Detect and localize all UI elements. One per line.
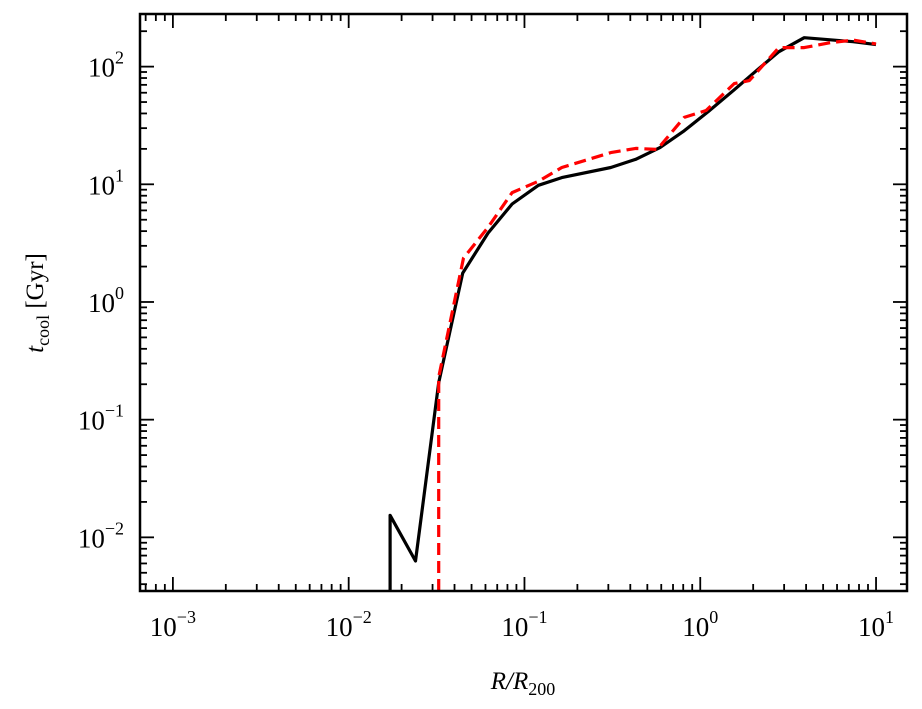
plot-area xyxy=(388,36,877,591)
x-tick-label: 10−2 xyxy=(326,607,372,642)
y-tick-labels: 10−2 10−1 100 101 102 xyxy=(78,48,124,554)
x-axis-label: R/R200 xyxy=(490,668,556,699)
y-axis-label-unit: [Gyr] xyxy=(22,253,49,315)
y-tick-label: 102 xyxy=(88,48,124,83)
x-tick-labels: 10−3 10−2 10−1 100 101 xyxy=(150,607,894,642)
y-tick-label: 10−2 xyxy=(78,518,124,553)
major-ticks xyxy=(140,14,907,591)
series-line-solid-black xyxy=(388,36,877,591)
x-tick-label: 101 xyxy=(858,607,894,642)
y-axis-label: tcool [Gyr] xyxy=(22,253,53,353)
y-axis-label-sub: cool xyxy=(33,315,53,346)
x-tick-label: 10−3 xyxy=(150,607,196,642)
y-tick-label: 100 xyxy=(88,283,124,318)
x-tick-label: 100 xyxy=(682,607,718,642)
series-line-dashed-red xyxy=(437,38,877,591)
x-tick-label: 10−1 xyxy=(501,607,547,642)
y-axis-label-main: t xyxy=(22,345,49,353)
minor-ticks xyxy=(140,14,907,591)
axes-frame xyxy=(138,12,909,593)
y-tick-label: 10−1 xyxy=(78,401,124,436)
y-tick-label: 101 xyxy=(88,165,124,200)
x-axis-label-sub: 200 xyxy=(528,679,555,699)
x-axis-label-main: R/R xyxy=(490,668,529,695)
